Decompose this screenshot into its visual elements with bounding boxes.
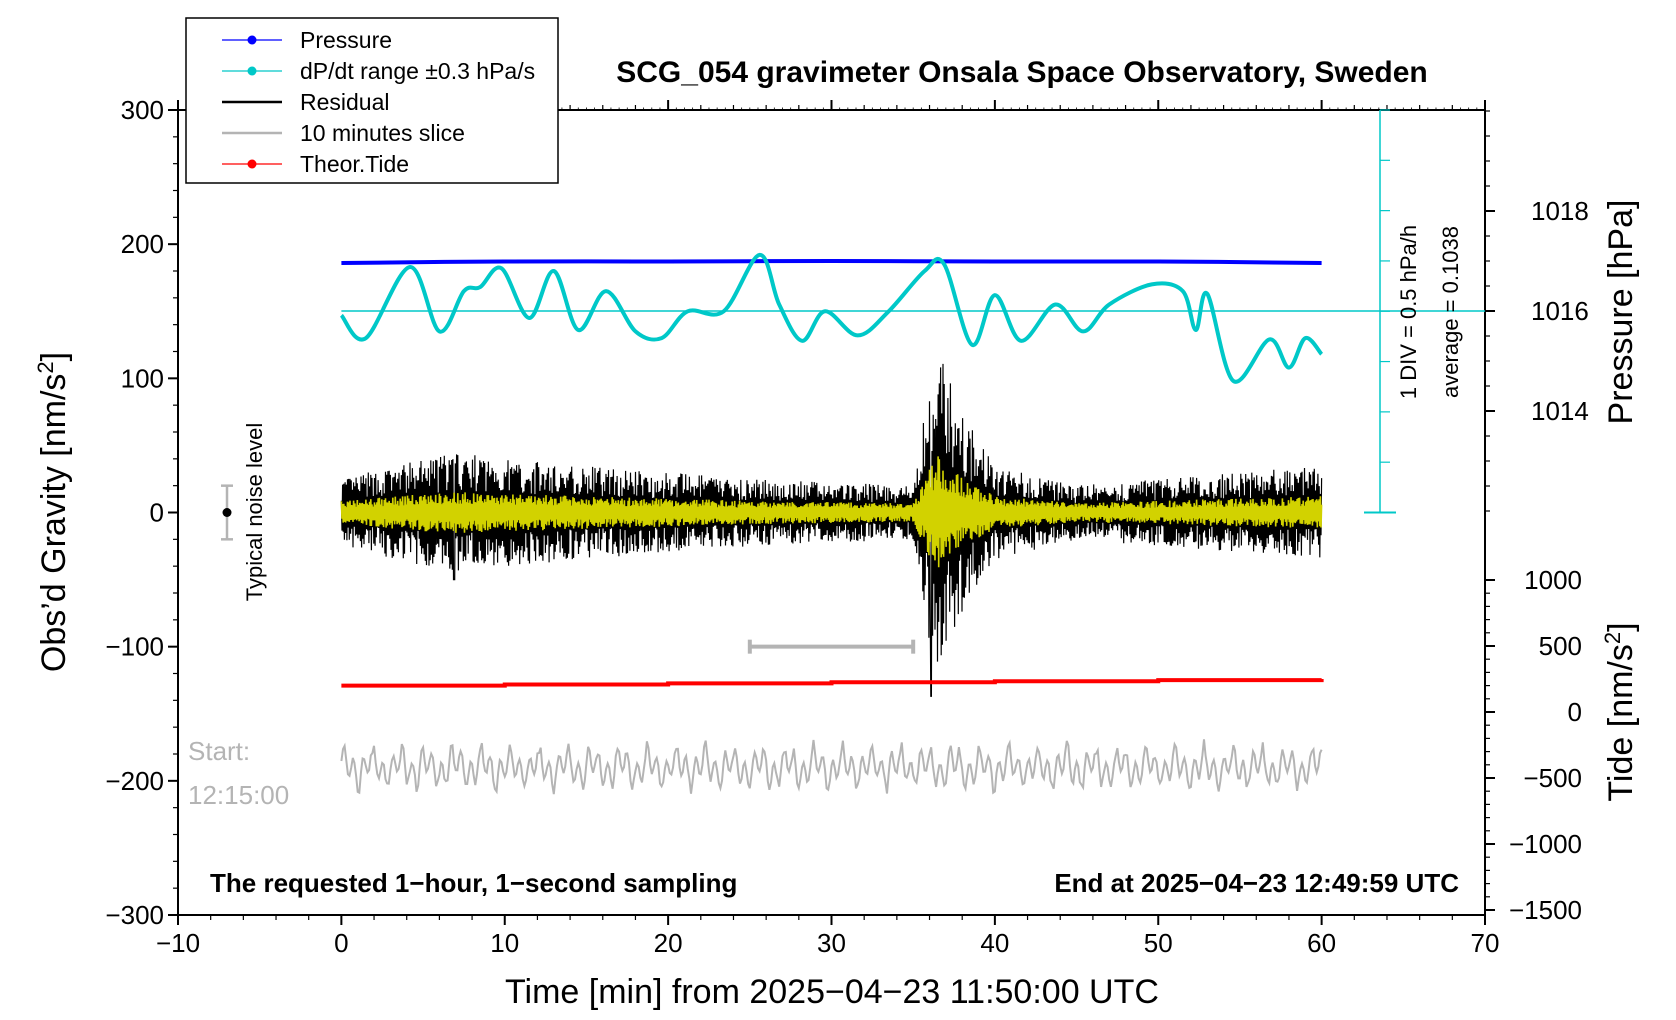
legend: Pressure dP/dt range ±0.3 hPa/s Residual 10… — [185, 17, 559, 184]
residual-filtered-line — [340, 456, 1323, 568]
x-tick-label: 30 — [817, 928, 846, 958]
y-tick-label: 200 — [121, 229, 164, 259]
start-label: Start: — [188, 736, 250, 766]
x-axis-label: Time [min] from 2025−04−23 11:50:00 UTC — [505, 973, 1159, 1011]
start-time: 12:15:00 — [188, 780, 289, 810]
y-tick-label: −100 — [105, 632, 164, 662]
y-axis-label-left: Obs’d Gravity [nm/s2] — [33, 352, 73, 672]
pressure-tick-label: 1014 — [1531, 396, 1589, 426]
legend-box — [185, 17, 559, 184]
x-tick-label: −10 — [156, 928, 200, 958]
y-tick-label: −200 — [105, 766, 164, 796]
tide-axis-label-end: ] — [1602, 622, 1640, 631]
legend-marker — [247, 159, 257, 169]
x-tick-label: 10 — [490, 928, 519, 958]
x-tick-label: 60 — [1307, 928, 1336, 958]
pressure-tick-label: 1016 — [1531, 296, 1589, 326]
tide-line — [341, 678, 1324, 688]
y-tick-label: −300 — [105, 900, 164, 930]
legend-label: 10 minutes slice — [300, 120, 465, 146]
pressure-series — [341, 258, 1322, 265]
theoretical-tide-series — [341, 678, 1324, 688]
y-tick-label: 0 — [150, 498, 164, 528]
tide-axis: −1500 −1000 −500 0 500 1000 — [1485, 565, 1582, 925]
dpdt-line — [339, 252, 1324, 384]
dpdt-series — [339, 252, 1324, 384]
misc-marks — [221, 484, 916, 654]
y-axis-label-left-end: ] — [35, 352, 73, 361]
x-tick-label: 0 — [334, 928, 348, 958]
legend-label: Theor.Tide — [300, 151, 409, 177]
pressure-tick-label: 1018 — [1531, 196, 1589, 226]
tide-tick-label: 500 — [1539, 631, 1582, 661]
legend-label: dP/dt range ±0.3 hPa/s — [300, 58, 535, 84]
y-axis-left: −300 −200 −100 0 100 200 300 — [105, 95, 178, 930]
x-tick-label: 50 — [1144, 928, 1173, 958]
tide-axis-label-sup: 2 — [1600, 632, 1625, 644]
end-time-note: End at 2025−04−23 12:49:59 UTC — [1054, 868, 1459, 898]
tide-tick-label: 1000 — [1524, 565, 1582, 595]
residual-series — [340, 363, 1323, 697]
legend-marker — [247, 66, 257, 76]
pressure-axis-label: Pressure [hPa] — [1602, 200, 1640, 425]
chart-title: SCG_054 gravimeter Onsala Space Observat… — [616, 56, 1428, 89]
y-axis-label-left-main: Obs’d Gravity [nm/s — [35, 374, 73, 673]
pressure-line — [341, 258, 1322, 265]
x-tick-label: 70 — [1471, 928, 1500, 958]
tide-tick-label: −1500 — [1509, 895, 1582, 925]
y-tick-label: 100 — [121, 363, 164, 393]
average-label: average = 0.1038 — [1438, 226, 1463, 398]
residual-line — [340, 363, 1323, 697]
tide-tick-label: −1000 — [1509, 829, 1582, 859]
dpdt-scale-axis — [1364, 109, 1396, 514]
slice-line — [340, 739, 1323, 795]
noise-dot — [222, 508, 232, 517]
div-label: 1 DIV = 0.5 hPa/h — [1396, 225, 1421, 399]
legend-label: Pressure — [300, 27, 392, 53]
pressure-axis: 1014 1016 1018 — [1485, 110, 1589, 512]
legend-marker — [247, 35, 257, 45]
legend-label: Residual — [300, 89, 390, 115]
noise-level-label: Typical noise level — [242, 423, 267, 602]
y-tick-label: 300 — [121, 95, 164, 125]
ten-minute-slice-series — [340, 739, 1323, 795]
sampling-note: The requested 1−hour, 1−second sampling — [210, 868, 737, 898]
x-tick-label: 20 — [654, 928, 683, 958]
tide-tick-label: 0 — [1568, 697, 1582, 727]
tide-axis-label-main: Tide [nm/s — [1602, 644, 1640, 801]
y-axis-label-left-sup: 2 — [33, 361, 58, 373]
tide-axis-label: Tide [nm/s2] — [1600, 622, 1640, 801]
x-tick-label: 40 — [980, 928, 1009, 958]
tide-tick-label: −500 — [1523, 763, 1582, 793]
